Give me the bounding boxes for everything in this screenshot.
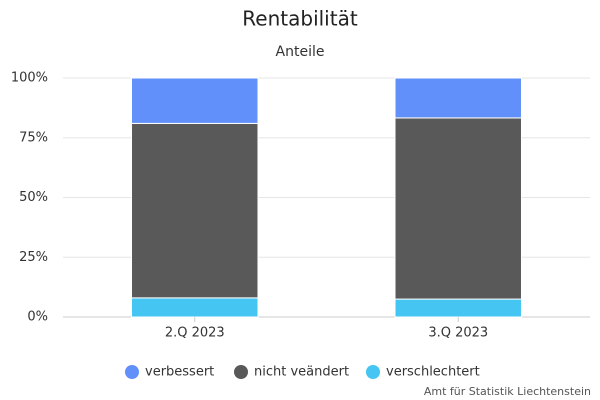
y-tick-label: 100% <box>11 71 48 86</box>
chart-title: Rentabilität <box>242 7 358 31</box>
credit: Amt für Statistik Liechtenstein <box>424 385 591 398</box>
legend-marker <box>234 365 248 379</box>
legend-label: verbessert <box>145 365 214 380</box>
x-tick-label: 2.Q 2023 <box>165 326 225 341</box>
y-tick-label: 25% <box>19 250 48 265</box>
bar-segment <box>394 117 522 300</box>
legend-marker <box>366 365 380 379</box>
legend-label: verschlechtert <box>386 365 480 380</box>
chart-subtitle: Anteile <box>276 44 325 60</box>
bar-segment <box>394 77 522 119</box>
legend-marker <box>125 365 139 379</box>
y-tick-label: 50% <box>19 190 48 205</box>
bar-segment <box>131 297 259 318</box>
y-tick-label: 0% <box>27 310 48 325</box>
bar-segment <box>394 298 522 318</box>
legend-label: nicht veändert <box>254 365 349 380</box>
bar-segment <box>131 77 259 124</box>
x-tick-label: 3.Q 2023 <box>428 326 488 341</box>
y-tick-label: 75% <box>19 130 48 145</box>
bar-segment <box>131 122 259 299</box>
